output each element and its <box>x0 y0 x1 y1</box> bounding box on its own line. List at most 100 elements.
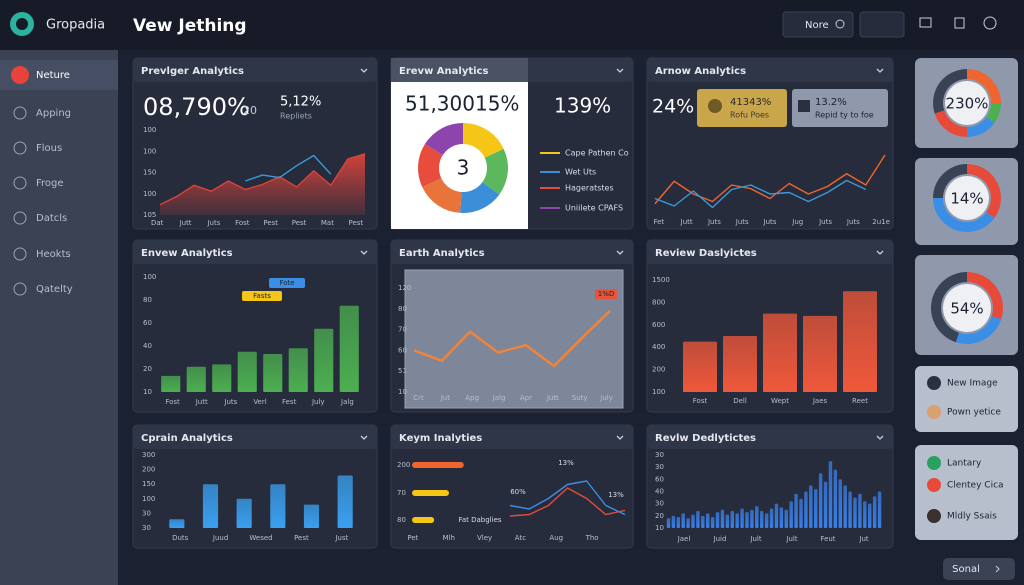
bar <box>186 366 206 392</box>
y-axis-label: 150 <box>142 480 155 488</box>
x-axis-label: Juts <box>846 218 860 226</box>
annotation: 13% <box>608 491 624 499</box>
menu-item[interactable]: Datcls <box>36 213 67 224</box>
panel-header <box>647 240 893 264</box>
nav-button[interactable] <box>782 11 854 38</box>
bar <box>803 315 837 392</box>
y-axis-label: 80 <box>143 296 152 304</box>
x-axis-label: Juud <box>212 534 228 542</box>
menu-item[interactable]: Neture <box>36 70 70 81</box>
bar <box>412 462 464 468</box>
tag <box>595 289 617 299</box>
stat: Repliets <box>280 112 312 121</box>
chevron <box>360 250 368 255</box>
search-icon[interactable] <box>835 19 845 29</box>
menu-icon <box>13 106 27 120</box>
stat: 13.2% <box>815 97 847 108</box>
app-name: Gropadia <box>46 18 105 33</box>
donut-segment <box>418 143 443 188</box>
x-axis-label: Jaes <box>812 397 828 405</box>
action-button[interactable] <box>943 558 1015 580</box>
clock-icon[interactable] <box>983 16 997 30</box>
panel-header <box>133 425 377 449</box>
x-axis-label: Reet <box>852 397 868 405</box>
bar <box>691 514 695 528</box>
donut-segment <box>967 69 1001 103</box>
y-axis-label: 120 <box>398 284 411 292</box>
y-axis-label: 40 <box>143 342 152 350</box>
panel-title: Arnow Analytics <box>655 66 746 77</box>
bar <box>872 496 877 528</box>
logo-hole <box>16 18 28 30</box>
x-axis-label: Aug <box>549 534 563 542</box>
bar <box>701 515 705 528</box>
donut-segment <box>967 272 1003 320</box>
plot-background <box>404 269 624 409</box>
bar <box>833 469 838 528</box>
donut-segment <box>955 316 1002 345</box>
x-axis-label: Just <box>334 534 348 542</box>
line <box>654 179 867 209</box>
bar <box>270 484 286 528</box>
y-axis-label: 70 <box>398 326 407 334</box>
x-axis-label: Apr <box>520 394 532 402</box>
bar <box>868 503 872 528</box>
x-axis-label: Juts <box>818 218 832 226</box>
panel-title: Envew Analytics <box>141 248 233 259</box>
x-axis-label: Juts <box>763 218 777 226</box>
avatar <box>927 478 941 492</box>
panel-header <box>133 240 377 264</box>
y-axis-label: 60 <box>398 346 407 354</box>
y-axis-label: 100 <box>143 273 156 281</box>
bar <box>853 497 857 528</box>
menu-item[interactable]: Heokts <box>36 249 71 260</box>
panel <box>646 57 894 230</box>
chevron <box>616 435 624 440</box>
menu-item[interactable]: Apping <box>36 108 71 119</box>
donut-segment <box>933 198 995 233</box>
bar <box>760 510 764 528</box>
bar <box>774 503 779 528</box>
panel-title: Prevlger Analytics <box>141 66 244 77</box>
x-axis-label: Suty <box>572 394 588 402</box>
y-axis-label: 200 <box>397 461 410 469</box>
bar <box>779 507 784 528</box>
bar <box>710 517 715 528</box>
x-axis-label: Juid <box>713 535 727 543</box>
menu-item[interactable]: Flous <box>36 143 62 154</box>
x-axis-label: Jalg <box>340 398 354 406</box>
bar <box>823 481 828 528</box>
bar <box>412 490 449 496</box>
menu-icon <box>13 211 27 225</box>
annotation: 60% <box>510 488 526 496</box>
badge <box>792 89 888 127</box>
menu-icon <box>13 176 27 190</box>
action-button-label[interactable]: Sonal <box>952 564 980 575</box>
menu-icon <box>13 282 27 296</box>
panel-title: Earth Analytics <box>399 248 485 259</box>
x-axis-label: Dell <box>733 397 747 405</box>
bar <box>339 305 359 392</box>
panel-header-light <box>391 58 528 82</box>
bar <box>696 510 700 528</box>
menu-item[interactable]: Qatelty <box>36 284 73 295</box>
lock-icon[interactable] <box>954 17 965 29</box>
y-axis-label: 40 <box>655 488 664 496</box>
bar <box>843 291 877 392</box>
badge-icon <box>708 99 722 113</box>
menu-item[interactable]: Froge <box>36 178 64 189</box>
bar <box>730 510 734 528</box>
bar <box>288 348 308 392</box>
y-axis-label: 100 <box>652 388 665 396</box>
annotation: 13% <box>558 459 574 467</box>
bar <box>750 509 754 528</box>
menu-icon <box>13 141 27 155</box>
donut-segment <box>934 110 967 137</box>
tool-button[interactable] <box>859 11 905 38</box>
donut-segment <box>482 148 509 195</box>
donut-label: 14% <box>950 190 983 208</box>
avatar <box>927 376 941 390</box>
screen-icon[interactable] <box>919 17 932 28</box>
stat: 5,12% <box>280 95 321 110</box>
